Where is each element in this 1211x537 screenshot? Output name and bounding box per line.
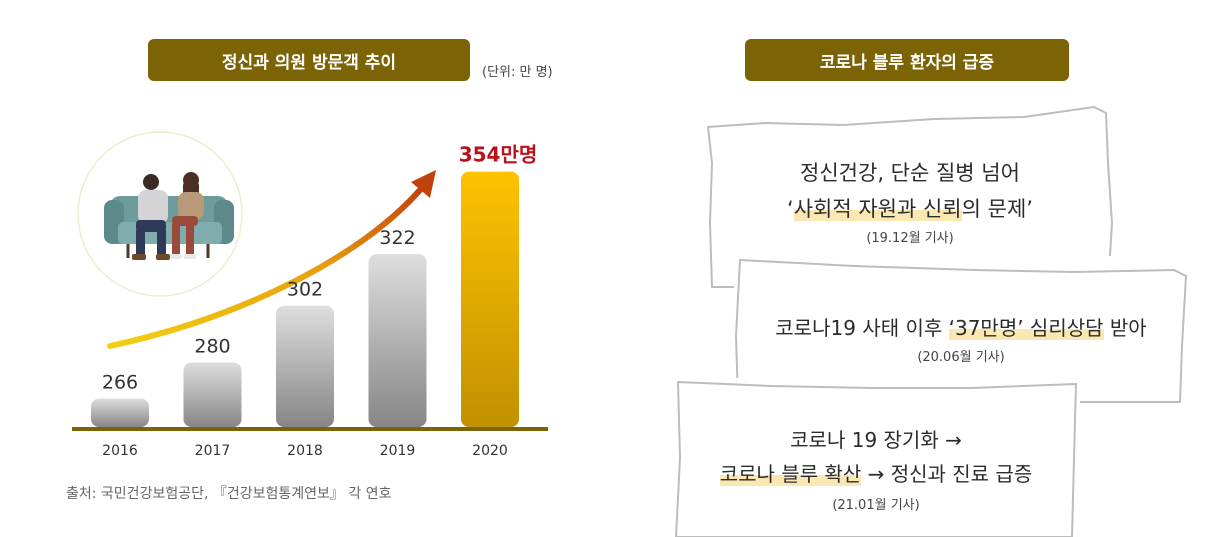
clip3-highlight: 코로나 블루 확산: [719, 462, 862, 486]
clip2-line1-post: 받아: [1103, 316, 1147, 340]
bar-value-label: 354만명: [459, 143, 538, 167]
news-clipping-3: 코로나 19 장기화 → 코로나 블루 확산 → 정신과 진료 급증 (21.0…: [672, 378, 1080, 537]
clip2-date: (20.06월 기사): [917, 350, 1005, 365]
bar-value-label: 266: [102, 372, 138, 394]
clip1-line2-post: 의 문제’: [961, 197, 1033, 221]
bar-2016: [91, 398, 149, 427]
news-title-pill: 코로나 블루 환자의 급증: [745, 39, 1069, 81]
bar-2019: [368, 254, 427, 427]
bar-value-label: 322: [379, 227, 415, 249]
clip3-date: (21.01월 기사): [832, 498, 920, 513]
clip2-line1: 코로나19 사태 이후 ‘37만명’ 심리상담 받아: [734, 312, 1188, 341]
clip1-line2: ‘사회적 자원과 신뢰의 문제’: [704, 193, 1116, 223]
bar-2017: [183, 362, 242, 427]
bar-chart: 266 280 302 322 354만명 2016 2017 2018 2019 2020: [72, 131, 548, 459]
clip3-line2-post: → 정신과 진료 급증: [861, 462, 1033, 486]
x-tick-label: 2016: [102, 443, 138, 459]
x-tick-label: 2018: [287, 443, 323, 459]
unit-label: (단위: 만 명): [482, 65, 553, 80]
bar-2020: [461, 171, 519, 427]
x-tick-label: 2019: [380, 443, 416, 459]
clip2-highlight: ‘37만명’ 심리상담: [948, 316, 1104, 340]
bar-value-label: 280: [194, 336, 230, 358]
clip1-line1: 정신건강, 단순 질병 넘어: [800, 161, 1020, 185]
clip1-date: (19.12월 기사): [866, 231, 954, 246]
clip1-highlight: 사회적 자원과 신뢰: [793, 197, 962, 221]
upward-trend-arrow: [107, 170, 436, 349]
x-tick-label: 2017: [195, 443, 231, 459]
chart-title-pill: 정신과 의원 방문객 추이: [148, 39, 470, 81]
news-title: 코로나 블루 환자의 급증: [819, 52, 995, 73]
bar-value-label: 302: [287, 279, 323, 301]
bar-2018: [276, 305, 334, 427]
clip3-line1: 코로나 19 장기화 →: [790, 428, 962, 452]
source-note: 출처: 국민건강보험공단, 『건강보험통계연보』 각 연호: [66, 486, 392, 502]
x-tick-label: 2020: [472, 443, 508, 459]
clip3-line2: 코로나 블루 확산 → 정신과 진료 급증: [672, 458, 1080, 487]
torn-paper-edge: [674, 380, 1078, 537]
clip2-line1-pre: 코로나19 사태 이후: [775, 316, 949, 340]
chart-title: 정신과 의원 방문객 추이: [221, 52, 397, 73]
clip1-line2-pre: ‘: [787, 197, 794, 221]
couple-on-sofa-illustration: [77, 131, 243, 297]
